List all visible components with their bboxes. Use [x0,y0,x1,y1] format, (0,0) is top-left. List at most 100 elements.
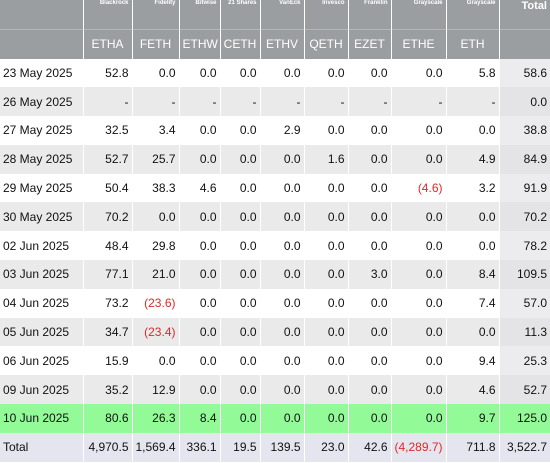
table-row: 04 Jun 2025 73.2 (23.6) 0.0 0.0 0.0 0.0 0.0 0.0 7… [0,288,550,318]
flow-value-cell: 35.2 [83,375,133,405]
flow-value-cell: 32.5 [83,116,133,145]
total-ticker-header [499,28,550,59]
flow-value-cell: 0.0 [220,288,261,318]
column-total-cell: 23.0 [304,432,349,462]
flow-value-cell: 0.0 [304,404,349,433]
table-row: 09 Jun 2025 35.2 12.9 0.0 0.0 0.0 0.0 0.0 0.0 4.6… [0,375,550,405]
flow-value-cell: 0.0 [220,173,261,203]
date-cell: 09 Jun 2025 [0,375,84,405]
flow-value-cell: 0.0 [348,288,392,318]
issuer-header: Fidelity [132,0,180,29]
flow-value-cell: 0.0 [304,231,349,261]
flow-value-cell: 0.0 [348,404,392,433]
table-row: 28 May 2025 52.7 25.7 0.0 0.0 0.0 1.6 0.0 0.0 4.9… [0,144,550,174]
flow-value-cell: - [348,87,392,117]
flow-value-cell: 0.0 [260,288,305,318]
flow-value-cell: 1.6 [304,144,349,174]
flow-value-cell: (4.6) [391,173,447,203]
flow-value-cell: 21.0 [132,260,180,289]
row-total-cell: 84.9 [499,144,550,174]
flow-value-cell: 0.0 [391,260,447,289]
flow-value-cell: 0.0 [391,116,447,145]
column-total-cell: 336.1 [179,432,221,462]
flow-value-cell: 0.0 [179,202,221,232]
flow-value-cell: 0.0 [348,116,392,145]
table-row: 03 Jun 2025 77.1 21.0 0.0 0.0 0.0 0.0 3.0 0.0 8.4… [0,260,550,289]
issuer-header: Invesco [304,0,349,29]
flow-value-cell: - [304,87,349,117]
flow-value-cell: 0.0 [391,288,447,318]
table-row: 26 May 2025- - - - - - - - -0.0 [0,87,550,117]
flow-value-cell: 0.0 [260,202,305,232]
issuer-header: Bitwise [179,0,221,29]
flow-value-cell: 12.9 [132,375,180,405]
table-row: 05 Jun 2025 34.7 (23.4) 0.0 0.0 0.0 0.0 0.0 0.0 0… [0,317,550,347]
ticker-header: CETH [220,28,261,59]
row-total-cell: 57.0 [499,288,550,318]
flow-value-cell: - [179,87,221,117]
flow-value-cell: 0.0 [446,317,500,347]
row-total-cell: 70.2 [499,202,550,232]
ticker-header: QETH [304,28,349,59]
flow-value-cell: (23.4) [132,317,180,347]
row-total-cell: 38.8 [499,116,550,145]
flow-value-cell: 0.0 [220,317,261,347]
ticker-header: ETHV [260,28,305,59]
flow-value-cell: 4.9 [446,144,500,174]
corner-cell [0,28,84,59]
flow-value-cell: - [391,87,447,117]
flow-value-cell: 0.0 [260,260,305,289]
flow-value-cell: 73.2 [83,288,133,318]
row-total-cell: 91.9 [499,173,550,203]
flow-value-cell: 3.0 [348,260,392,289]
date-cell: 02 Jun 2025 [0,231,84,261]
flow-value-cell: 0.0 [391,144,447,174]
issuer-header: Grayscale [391,0,447,29]
issuer-header: Franklin [348,0,392,29]
flow-value-cell: 0.0 [304,260,349,289]
flow-value-cell: 0.0 [348,58,392,88]
date-cell: 23 May 2025 [0,58,84,88]
date-cell: 28 May 2025 [0,144,84,174]
flow-value-cell: 0.0 [179,116,221,145]
date-cell: 03 Jun 2025 [0,260,84,289]
flow-value-cell: 0.0 [446,231,500,261]
flow-value-cell: - [83,87,133,117]
row-total-cell: 25.3 [499,346,550,376]
flow-value-cell: 0.0 [179,288,221,318]
flow-value-cell: 4.6 [179,173,221,203]
flow-value-cell: 0.0 [348,317,392,347]
flow-value-cell: (23.6) [132,288,180,318]
flow-value-cell: 0.0 [260,375,305,405]
flow-value-cell: 0.0 [220,144,261,174]
row-total-cell: 58.6 [499,58,550,88]
flow-value-cell: 0.0 [260,173,305,203]
flow-value-cell: 0.0 [179,346,221,376]
date-cell: 10 Jun 2025 [0,404,84,433]
flow-value-cell: 80.6 [83,404,133,433]
issuer-header: 21 Shares [220,0,261,29]
row-total-cell: 125.0 [499,404,550,433]
flow-value-cell: 0.0 [348,202,392,232]
flow-value-cell: 0.0 [446,202,500,232]
flow-value-cell: 2.9 [260,116,305,145]
row-total-cell: 11.3 [499,317,550,347]
flow-value-cell: 9.4 [446,346,500,376]
flow-value-cell: 38.3 [132,173,180,203]
flow-value-cell: 15.9 [83,346,133,376]
flow-value-cell: 5.8 [446,58,500,88]
flow-value-cell: 0.0 [179,317,221,347]
flow-value-cell: 0.0 [179,375,221,405]
flow-value-cell: 0.0 [179,58,221,88]
table-row: 29 May 2025 50.4 38.3 4.6 0.0 0.0 0.0 0.0 (4.6) 3… [0,173,550,203]
issuer-header: Blackrock [83,0,133,29]
flow-value-cell: 34.7 [83,317,133,347]
flow-value-cell: 0.0 [446,116,500,145]
flow-value-cell: 0.0 [132,346,180,376]
flow-value-cell: 0.0 [348,346,392,376]
flow-value-cell: 0.0 [220,260,261,289]
flow-value-cell: - [446,87,500,117]
issuer-header: Grayscale [446,0,500,29]
column-total-cell: 4,970.5 [83,432,133,462]
flow-value-cell: 0.0 [260,144,305,174]
